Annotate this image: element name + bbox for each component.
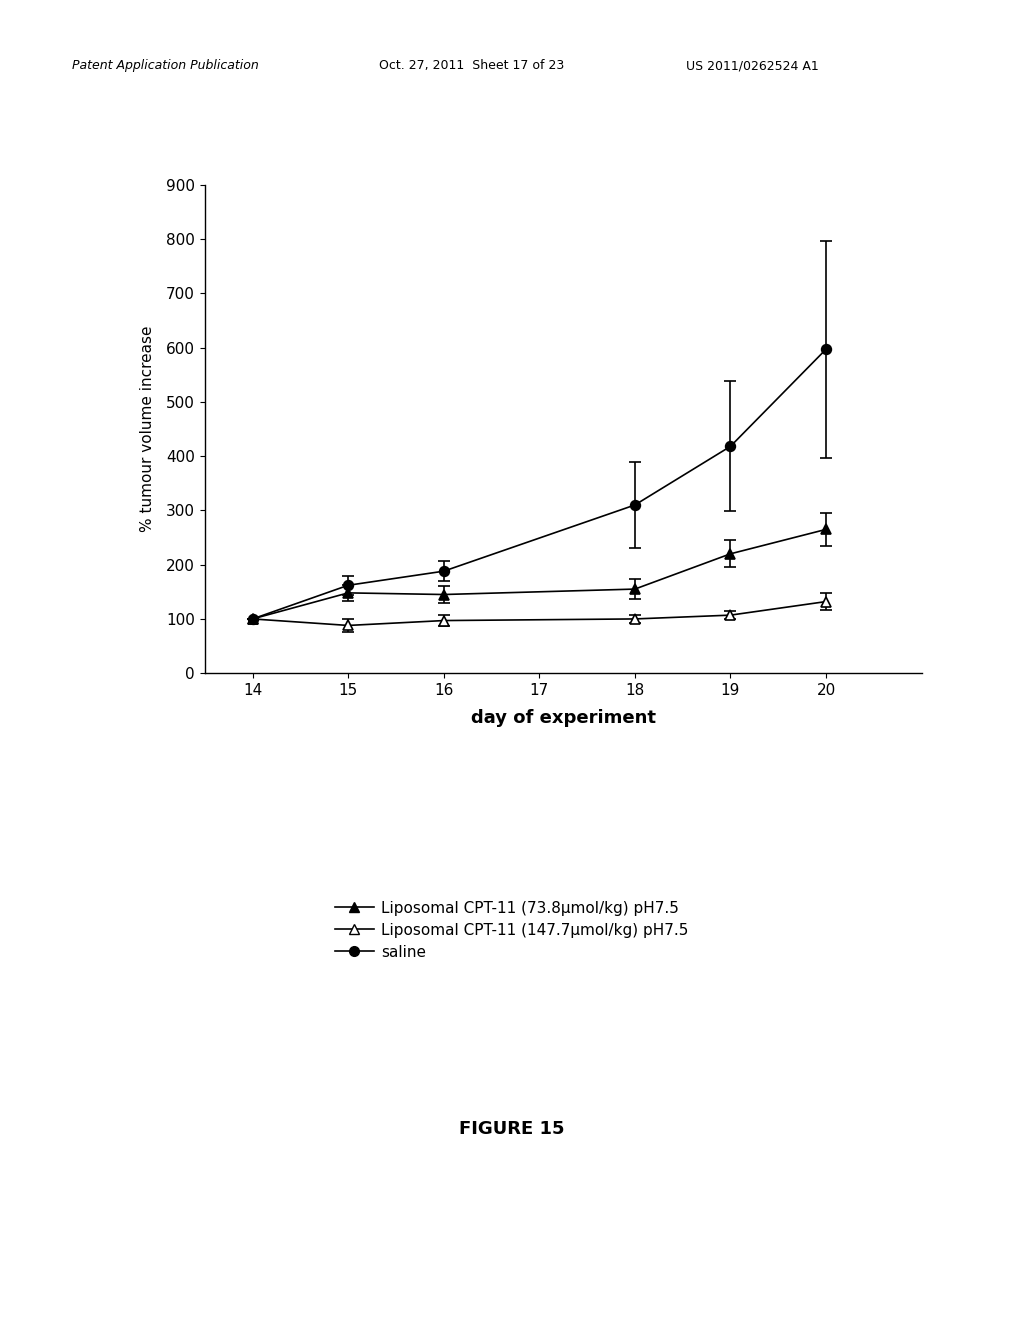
Legend: Liposomal CPT-11 (73.8μmol/kg) pH7.5, Liposomal CPT-11 (147.7μmol/kg) pH7.5, sal: Liposomal CPT-11 (73.8μmol/kg) pH7.5, Li…: [328, 894, 696, 968]
Text: Oct. 27, 2011  Sheet 17 of 23: Oct. 27, 2011 Sheet 17 of 23: [379, 59, 564, 73]
Text: Patent Application Publication: Patent Application Publication: [72, 59, 258, 73]
Y-axis label: % tumour volume increase: % tumour volume increase: [140, 326, 155, 532]
X-axis label: day of experiment: day of experiment: [471, 709, 655, 727]
Text: US 2011/0262524 A1: US 2011/0262524 A1: [686, 59, 819, 73]
Text: FIGURE 15: FIGURE 15: [459, 1119, 565, 1138]
